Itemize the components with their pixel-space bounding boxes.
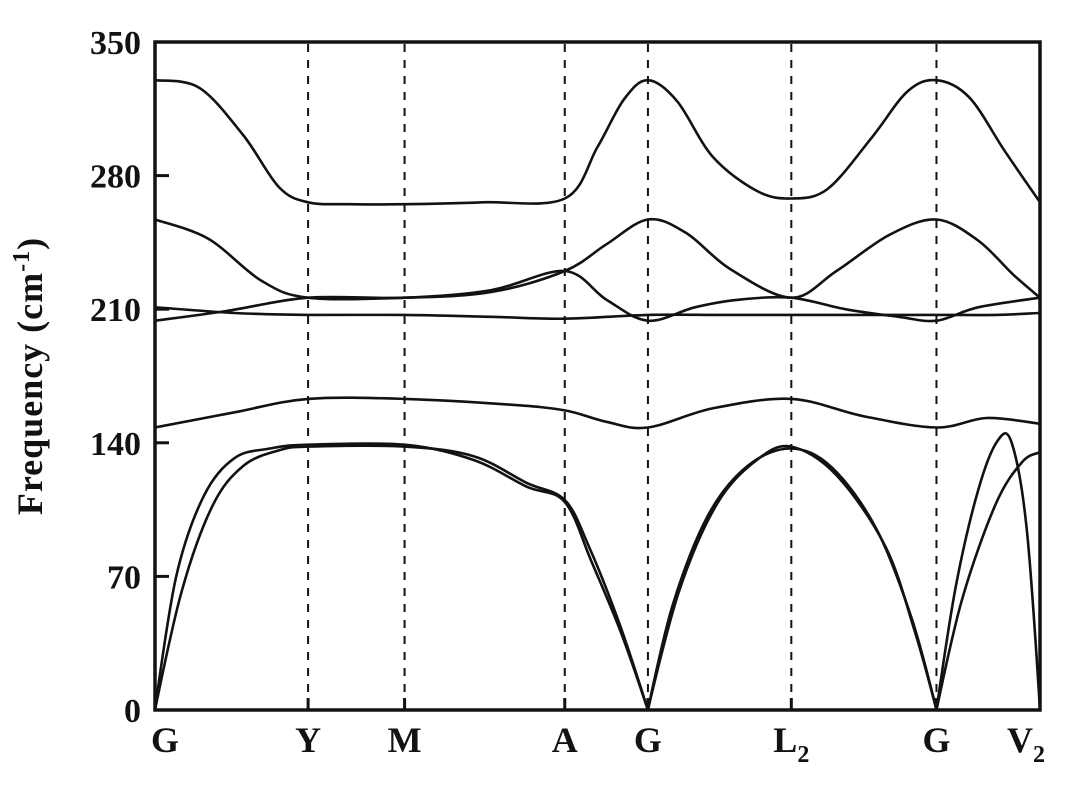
y-tick-label: 0 (124, 693, 141, 730)
x-tick-label: M (388, 720, 422, 760)
y-tick-label: 140 (90, 426, 141, 463)
y-tick-label: 210 (90, 292, 141, 329)
y-tick-label: 280 (90, 159, 141, 196)
x-tick-label: G (151, 720, 179, 760)
x-tick-label: V2 (1007, 720, 1045, 768)
phonon-branches (155, 78, 1040, 710)
y-tick-label: 350 (90, 25, 141, 62)
phonon-branch-optical-2 (155, 217, 1040, 301)
y-axis-title-suffix: ) (10, 236, 50, 250)
x-tick-label: G (634, 720, 662, 760)
y-axis-title-text: Frequency (cm (10, 271, 50, 516)
phonon-branch-acoustic-2 (155, 432, 1040, 710)
x-tick-label: Y (295, 720, 321, 760)
phonon-branch-optical-5 (155, 396, 1040, 430)
y-tick-label: 70 (107, 559, 141, 596)
y-axis-title-superscript: -1 (9, 249, 35, 272)
phonon-branch-optical-3 (155, 306, 1040, 321)
x-tick-label: A (552, 720, 578, 760)
x-tick-label: G (922, 720, 950, 760)
phonon-branch-optical-top (155, 78, 1040, 206)
y-axis-title: Frequency (cm-1) (9, 237, 51, 515)
x-tick-label: L2 (773, 720, 809, 768)
phonon-branch-optical-4 (155, 269, 1040, 323)
plot-border (153, 40, 1042, 712)
